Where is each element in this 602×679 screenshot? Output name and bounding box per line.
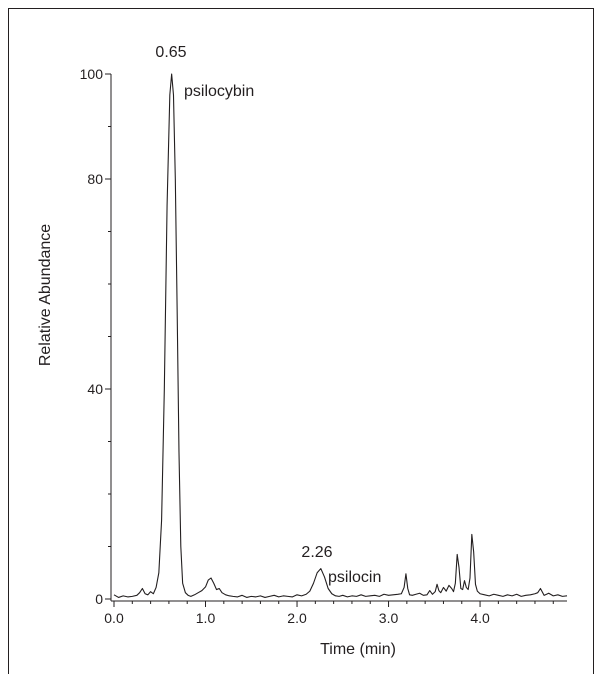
y-tick-label: 80: [87, 171, 103, 187]
y-tick-label: 40: [87, 381, 103, 397]
x-tick-label: 0.0: [104, 610, 124, 626]
x-tick-label: 2.0: [287, 610, 307, 626]
peak-label-psilocin-rt: 2.26: [301, 544, 332, 561]
peak-label-psilocin-name: psilocin: [328, 569, 381, 586]
x-tick-label: 4.0: [470, 610, 490, 626]
y-axis-ticks: 0 40 80 100: [80, 66, 111, 607]
y-tick-label: 100: [80, 66, 104, 82]
peak-label-psilocybin-rt: 0.65: [155, 44, 186, 61]
x-axis-ticks: 0.0 1.0 2.0 3.0 4.0: [104, 601, 554, 626]
y-axis-title: Relative Abundance: [37, 224, 54, 366]
peak-label-psilocybin-name: psilocybin: [184, 83, 254, 100]
y-tick-label: 0: [95, 591, 103, 607]
x-tick-label: 3.0: [379, 610, 399, 626]
figure-border: [8, 8, 594, 674]
x-axis-title: Time (min): [320, 641, 396, 658]
x-tick-label: 1.0: [196, 610, 216, 626]
series-line: [113, 73, 568, 598]
